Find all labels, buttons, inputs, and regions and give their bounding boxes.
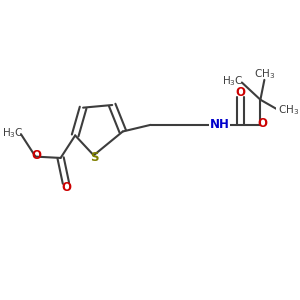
Text: CH$_3$: CH$_3$ <box>278 103 300 117</box>
Text: O: O <box>61 181 71 194</box>
Text: O: O <box>32 149 41 162</box>
Text: O: O <box>236 86 246 99</box>
Text: H$_3$C: H$_3$C <box>2 126 24 140</box>
Text: H$_3$C: H$_3$C <box>222 74 243 88</box>
Text: CH$_3$: CH$_3$ <box>254 68 275 82</box>
Text: NH: NH <box>209 118 229 131</box>
Text: S: S <box>90 152 98 164</box>
Text: O: O <box>257 117 268 130</box>
